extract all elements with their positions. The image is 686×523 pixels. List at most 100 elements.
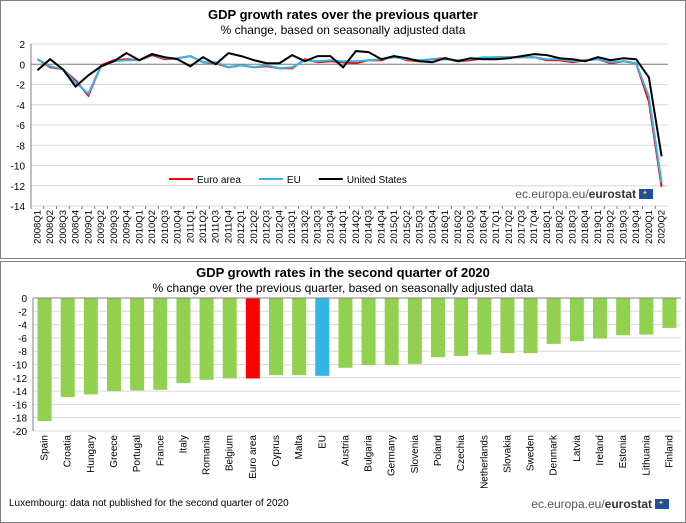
x-tick-label: 2018Q4 [580, 210, 591, 244]
x-tick-label: 2018Q3 [567, 210, 578, 244]
bar [431, 298, 445, 358]
y-tick-label: -4 [16, 101, 25, 112]
y-tick-label: -10 [13, 361, 28, 372]
x-tick-label: 2015Q4 [427, 210, 438, 244]
category-label: Italy [178, 435, 189, 453]
x-tick-label: 2010Q4 [173, 210, 184, 244]
category-label: Lithuania [641, 435, 652, 476]
y-tick-label: 0 [19, 60, 25, 71]
y-tick-label: -6 [18, 334, 27, 345]
bar [616, 298, 631, 336]
quarterly-growth-chart-panel: GDP growth rates over the previous quart… [0, 0, 686, 259]
category-label: Netherlands [479, 435, 490, 489]
bar [546, 298, 561, 344]
category-label: Portugal [132, 435, 143, 472]
y-tick-label: -10 [11, 162, 26, 173]
bar [500, 298, 515, 354]
y-tick-label: -16 [13, 400, 28, 411]
legend-label: United States [347, 175, 407, 186]
brand-name: eurostat [604, 497, 652, 511]
x-tick-label: 2016Q1 [440, 210, 451, 244]
bar [454, 298, 469, 356]
bar [269, 298, 283, 376]
x-tick-label: 2020Q1 [644, 210, 655, 244]
x-tick-label: 2015Q2 [402, 210, 413, 244]
x-tick-label: 2009Q1 [83, 210, 94, 244]
bar [83, 298, 98, 395]
x-tick-label: 2009Q2 [96, 210, 107, 244]
eu-flag-icon [655, 499, 669, 509]
bar [37, 298, 52, 422]
category-label: Slovakia [502, 435, 513, 473]
x-tick-label: 2013Q4 [325, 210, 336, 244]
eurostat-brand: ec.europa.eu/eurostat [515, 187, 653, 201]
category-label: Sweden [526, 435, 537, 471]
x-tick-label: 2014Q2 [351, 210, 362, 244]
y-tick-label: -12 [13, 374, 28, 385]
y-tick-label: -14 [11, 202, 26, 213]
x-tick-label: 2012Q2 [249, 210, 260, 244]
category-label: Germany [387, 435, 398, 476]
category-label: Estonia [618, 435, 629, 469]
y-tick-label: 0 [21, 294, 27, 305]
brand-prefix: ec.europa.eu/ [531, 497, 605, 511]
bar [60, 298, 75, 398]
bar [292, 298, 307, 376]
x-tick-label: 2012Q3 [262, 210, 273, 244]
bar [107, 298, 121, 392]
x-tick-label: 2011Q3 [211, 210, 222, 243]
chart-title: GDP growth rates over the previous quart… [208, 7, 478, 22]
category-label: Czechia [456, 435, 467, 472]
bar [199, 298, 214, 380]
legend-label: EU [287, 175, 301, 186]
bar [245, 298, 260, 379]
eu-flag-icon [639, 189, 653, 199]
eurostat-brand: ec.europa.eu/eurostat [531, 497, 669, 511]
category-label: Croatia [63, 435, 74, 468]
category-label: Slovenia [410, 435, 421, 474]
x-tick-label: 2016Q2 [453, 210, 464, 244]
x-tick-label: 2008Q3 [58, 210, 69, 244]
series-line [36, 50, 663, 157]
x-tick-label: 2019Q1 [593, 210, 604, 244]
bar [153, 298, 168, 390]
category-label: Spain [40, 435, 51, 461]
category-label: Hungary [86, 435, 97, 473]
chart-subtitle: % change over the previous quarter, base… [152, 281, 534, 295]
q2-2020-growth-chart-panel: GDP growth rates in the second quarter o… [0, 261, 686, 523]
brand-prefix: ec.europa.eu/ [515, 187, 589, 201]
y-tick-label: -12 [11, 182, 26, 193]
bar [130, 298, 145, 391]
x-tick-label: 2018Q2 [555, 210, 566, 244]
bar [477, 298, 492, 355]
y-tick-label: -18 [13, 414, 28, 425]
x-tick-label: 2016Q3 [466, 210, 477, 244]
x-tick-label: 2011Q1 [185, 210, 196, 243]
category-label: Cyprus [271, 435, 282, 467]
x-tick-label: 2013Q2 [300, 210, 311, 244]
x-tick-label: 2019Q4 [631, 210, 642, 244]
bar [338, 298, 353, 368]
x-tick-label: 2011Q2 [198, 210, 209, 243]
x-tick-label: 2011Q4 [223, 210, 234, 243]
series-line [36, 54, 663, 187]
y-tick-label: -20 [13, 427, 28, 438]
bar [222, 298, 237, 379]
bar [361, 298, 376, 366]
x-tick-label: 2009Q3 [109, 210, 120, 244]
bar [407, 298, 422, 364]
bar [593, 298, 607, 339]
bar [384, 298, 399, 366]
x-tick-label: 2019Q3 [618, 210, 629, 244]
category-label: Poland [433, 435, 444, 466]
x-tick-label: 2012Q1 [236, 210, 247, 244]
y-tick-label: -2 [16, 81, 25, 92]
category-label: Austria [340, 435, 351, 467]
x-tick-label: 2017Q2 [504, 210, 515, 244]
chart-title: GDP growth rates in the second quarter o… [196, 265, 490, 280]
x-tick-label: 2013Q3 [313, 210, 324, 244]
category-label: France [155, 435, 166, 467]
legend-label: Euro area [197, 175, 241, 186]
x-tick-label: 2010Q2 [147, 210, 158, 244]
x-tick-label: 2017Q1 [491, 210, 502, 244]
